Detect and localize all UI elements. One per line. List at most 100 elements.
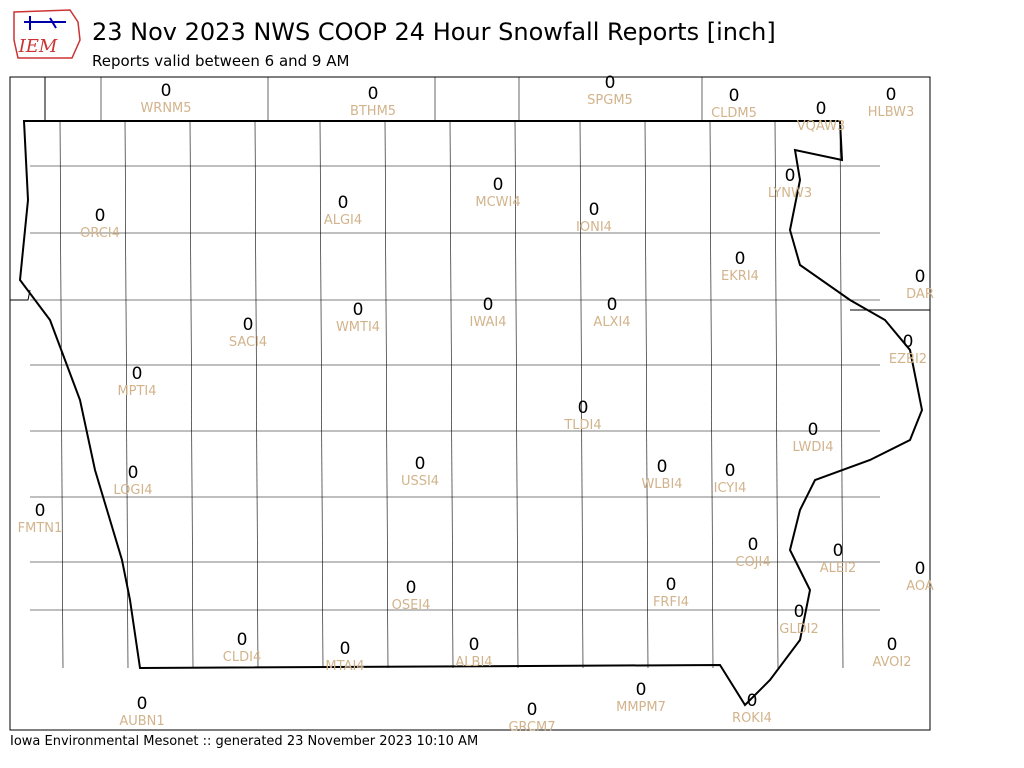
county-line [839, 120, 844, 669]
station-id: FMTN1 [18, 521, 63, 536]
station-value: 0 [527, 700, 538, 720]
county-line [384, 120, 389, 669]
station-id: MTAI4 [325, 659, 364, 674]
station-value: 0 [808, 420, 819, 440]
station-value: 0 [729, 86, 740, 106]
station-id: AOA [906, 579, 934, 594]
station-value: 0 [483, 295, 494, 315]
station-value: 0 [785, 166, 796, 186]
station-value: 0 [657, 457, 668, 477]
station-id: BTHM5 [350, 104, 396, 119]
station-id: IONI4 [576, 220, 612, 235]
station-id: WLBI4 [641, 477, 682, 492]
station-id: SACI4 [229, 335, 267, 350]
station-id: LYNW3 [768, 186, 812, 201]
station-id: USSI4 [401, 474, 439, 489]
station-value: 0 [137, 694, 148, 714]
station-value: 0 [735, 249, 746, 269]
county-line [514, 120, 519, 669]
county-line [579, 120, 584, 669]
station-id: ALEI2 [820, 561, 856, 576]
station-value: 0 [243, 315, 254, 335]
station-id: MCWI4 [475, 195, 520, 210]
station-value: 0 [35, 501, 46, 521]
station-value: 0 [237, 630, 248, 650]
county-line [59, 120, 64, 669]
station-value: 0 [469, 635, 480, 655]
station-value: 0 [493, 175, 504, 195]
county-line [449, 120, 454, 669]
station-id: DAR [906, 287, 934, 302]
station-value: 0 [833, 541, 844, 561]
station-value: 0 [132, 364, 143, 384]
subtitle: Reports valid between 6 and 9 AM [92, 52, 349, 70]
station-value: 0 [607, 295, 618, 315]
station-id: MMPM7 [616, 700, 666, 715]
station-value: 0 [338, 193, 349, 213]
station-value: 0 [605, 73, 616, 93]
station-id: FRFI4 [653, 595, 689, 610]
station-id: WRNM5 [140, 101, 191, 116]
county-line [774, 120, 779, 669]
station-id: ALBI4 [455, 655, 492, 670]
station-value: 0 [915, 267, 926, 287]
neighbor-border [10, 77, 930, 311]
station-value: 0 [748, 535, 759, 555]
footer: Iowa Environmental Mesonet :: generated … [10, 734, 478, 749]
station-value: 0 [794, 602, 805, 622]
county-line [254, 120, 259, 669]
county-line [124, 120, 129, 669]
station-id: IWAI4 [470, 315, 507, 330]
station-value: 0 [747, 691, 758, 711]
station-value: 0 [915, 559, 926, 579]
station-id: COJI4 [735, 555, 770, 570]
station-id: OSEI4 [392, 598, 431, 613]
station-id: EZBI2 [889, 352, 927, 367]
station-value: 0 [128, 463, 139, 483]
station-id: LOGI4 [113, 483, 152, 498]
station-id: MPTI4 [117, 384, 156, 399]
station-id: WMTI4 [336, 320, 380, 335]
station-value: 0 [340, 639, 351, 659]
station-value: 0 [589, 200, 600, 220]
station-id: GRCM7 [508, 720, 555, 735]
station-id: VQAW3 [797, 119, 845, 134]
station-id: TLDI4 [563, 418, 601, 433]
station-value: 0 [725, 461, 736, 481]
station-id: CLDI4 [223, 650, 261, 665]
station-id: AUBN1 [119, 714, 164, 729]
station-value: 0 [816, 99, 827, 119]
station-value: 0 [161, 81, 172, 101]
station-value: 0 [887, 635, 898, 655]
station-value: 0 [666, 575, 677, 595]
station-id: GLDI2 [779, 622, 818, 637]
station-value: 0 [406, 578, 417, 598]
station-id: CLDM5 [711, 106, 757, 121]
station-value: 0 [578, 398, 589, 418]
station-value: 0 [368, 84, 379, 104]
station-id: EKRI4 [721, 269, 759, 284]
logo: IEM [13, 9, 81, 59]
county-lines [30, 77, 880, 669]
station-id: AVOI2 [872, 655, 911, 670]
station-id: LWDI4 [792, 440, 833, 455]
map [9, 76, 931, 731]
station-id: ALGI4 [324, 213, 362, 228]
logo-text: IEM [18, 36, 58, 57]
county-line [709, 120, 714, 669]
title: 23 Nov 2023 NWS COOP 24 Hour Snowfall Re… [92, 18, 776, 46]
station-id: HLBW3 [868, 105, 915, 120]
station-value: 0 [95, 206, 106, 226]
station-value: 0 [903, 332, 914, 352]
county-line [644, 120, 649, 669]
station-id: ALXI4 [593, 315, 630, 330]
station-id: SPGM5 [587, 93, 633, 108]
state-border [18, 120, 924, 707]
station-value: 0 [886, 85, 897, 105]
station-value: 0 [415, 454, 426, 474]
county-line [189, 120, 194, 669]
station-value: 0 [353, 300, 364, 320]
station-id: ICYI4 [714, 481, 747, 496]
